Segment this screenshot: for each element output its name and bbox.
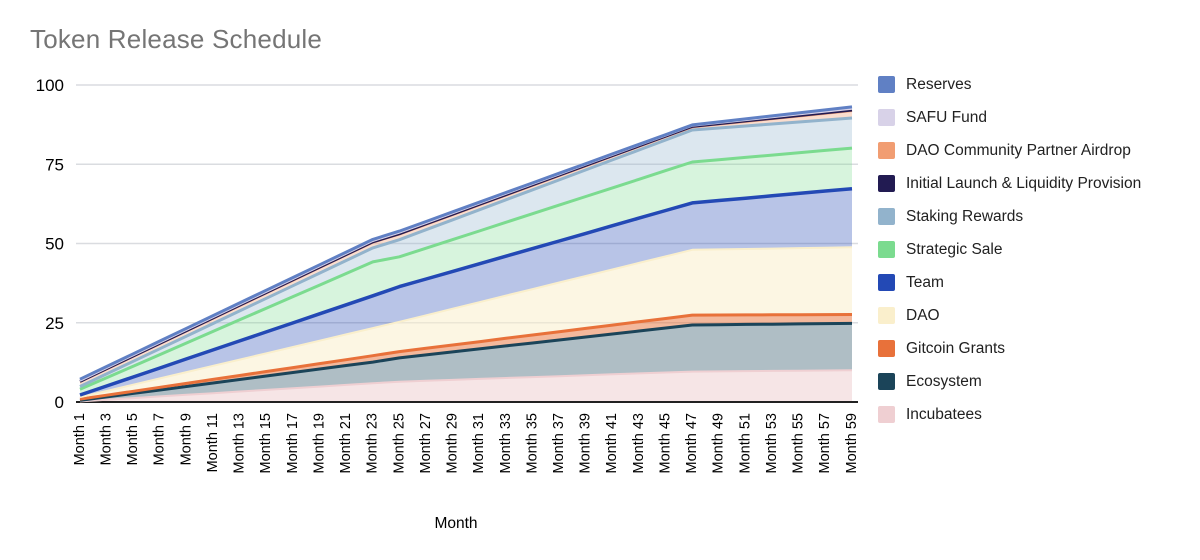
y-tick-label: 50: [45, 235, 64, 254]
legend-label: Reserves: [906, 75, 972, 93]
legend-item-staking-rewards: Staking Rewards: [878, 208, 1141, 225]
legend-label: SAFU Fund: [906, 108, 987, 126]
chart-legend: Reserves SAFU Fund DAO Community Partner A…: [878, 76, 1141, 423]
legend-item-dao: DAO: [878, 307, 1141, 324]
area-band-team: [80, 188, 852, 398]
legend-item-incubatees: Incubatees: [878, 406, 1141, 423]
legend-item-safu-fund: SAFU Fund: [878, 109, 1141, 126]
x-tick-label: Month 53: [764, 413, 780, 473]
legend-label: Gitcoin Grants: [906, 339, 1006, 357]
y-tick-label: 0: [55, 393, 64, 412]
x-tick-label: Month 51: [737, 413, 753, 473]
x-tick-label: Month 19: [311, 413, 327, 473]
legend-swatch: [878, 76, 895, 93]
y-tick-label: 25: [45, 314, 64, 333]
legend-item-gitcoin-grants: Gitcoin Grants: [878, 340, 1141, 357]
legend-swatch: [878, 142, 895, 159]
series-line-incubatees: [79, 369, 853, 403]
x-tick-label: Month 7: [152, 413, 168, 465]
x-tick-label: Month 9: [178, 413, 194, 465]
legend-swatch: [878, 241, 895, 258]
x-tick-label: Month 43: [631, 413, 647, 473]
legend-item-reserves: Reserves: [878, 76, 1141, 93]
y-tick-label: 75: [45, 155, 64, 174]
x-tick-label: Month 33: [498, 413, 514, 473]
series-line-ecosystem: [79, 321, 853, 402]
area-band-dao: [80, 247, 852, 400]
legend-label: DAO: [906, 306, 940, 324]
x-tick-label: Month 21: [338, 413, 354, 473]
x-tick-label: Month 5: [125, 413, 141, 465]
series-line-strategic-sale: [79, 146, 853, 391]
legend-label: Ecosystem: [906, 372, 982, 390]
legend-swatch: [878, 109, 895, 126]
legend-item-strategic-sale: Strategic Sale: [878, 241, 1141, 258]
x-tick-label: Month 11: [205, 413, 221, 472]
x-tick-label: Month 15: [258, 413, 274, 473]
area-band-incubatees: [80, 370, 852, 402]
y-tick-label: 100: [36, 76, 64, 95]
legend-swatch: [878, 340, 895, 357]
series-line-gitcoin-grants: [79, 313, 853, 401]
area-band-strategic-sale: [80, 148, 852, 395]
legend-label: Initial Launch & Liquidity Provision: [906, 174, 1142, 192]
legend-label: Incubatees: [906, 405, 982, 423]
x-tick-label: Month 27: [418, 413, 434, 473]
x-tick-label: Month 3: [98, 413, 114, 465]
area-band-staking-rewards: [80, 118, 852, 390]
legend-swatch: [878, 208, 895, 225]
legend-swatch: [878, 175, 895, 192]
x-tick-label: Month 37: [551, 413, 567, 473]
x-tick-label: Month 1: [72, 413, 88, 465]
x-tick-label: Month 55: [791, 413, 807, 473]
x-tick-label: Month 17: [285, 413, 301, 473]
x-tick-label: Month 25: [391, 413, 407, 473]
legend-item-ecosystem: Ecosystem: [878, 373, 1141, 390]
series-line-team: [79, 186, 853, 397]
series-line-staking-rewards: [79, 116, 853, 388]
legend-label: Staking Rewards: [906, 207, 1024, 225]
legend-item-initial-launch-liquidity-provision: Initial Launch & Liquidity Provision: [878, 175, 1141, 192]
x-tick-label: Month 31: [471, 413, 487, 473]
area-band-ecosystem: [80, 323, 852, 402]
legend-label: DAO Community Partner Airdrop: [906, 141, 1131, 159]
series-line-dao: [79, 246, 853, 399]
legend-label: Strategic Sale: [906, 240, 1003, 258]
legend-item-dao-community-partner-airdrop: DAO Community Partner Airdrop: [878, 142, 1141, 159]
x-tick-label: Month 35: [524, 413, 540, 473]
x-tick-label: Month 47: [684, 413, 700, 473]
legend-item-team: Team: [878, 274, 1141, 291]
x-tick-label: Month 49: [711, 413, 727, 473]
x-tick-label: Month 57: [817, 413, 833, 473]
x-tick-label: Month 13: [232, 413, 248, 473]
x-tick-label: Month 29: [445, 413, 461, 473]
legend-label: Team: [906, 273, 944, 291]
series-line-reserves: [79, 105, 853, 381]
x-tick-label: Month 23: [365, 413, 381, 473]
x-axis-title: Month: [434, 515, 477, 532]
legend-swatch: [878, 274, 895, 291]
x-tick-label: Month 59: [844, 413, 860, 473]
x-tick-label: Month 41: [604, 413, 620, 473]
legend-swatch: [878, 406, 895, 423]
x-tick-label: Month 45: [657, 413, 673, 473]
x-tick-label: Month 39: [578, 413, 594, 473]
legend-swatch: [878, 373, 895, 390]
legend-swatch: [878, 307, 895, 324]
chart-title: Token Release Schedule: [30, 24, 323, 54]
